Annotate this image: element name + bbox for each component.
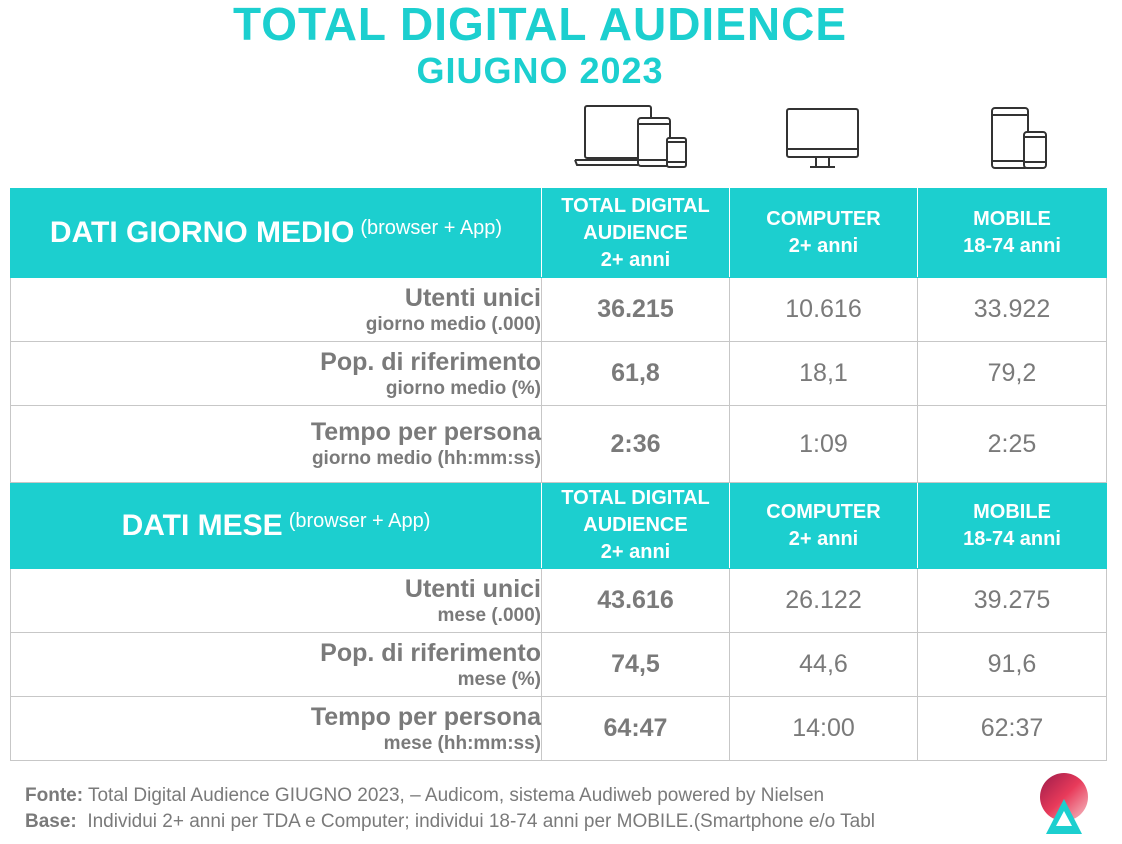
- tda-value: 74,5: [541, 632, 730, 697]
- footer-source-text: Total Digital Audience GIUGNO 2023, – Au…: [87, 785, 825, 806]
- footer-source-label: Fonte:: [25, 785, 84, 806]
- row-label-main: Utenti unici: [404, 574, 541, 603]
- column-header-line: COMPUTER: [766, 208, 881, 230]
- column-header-mobile: MOBILE 18-74 anni: [917, 188, 1107, 278]
- row-label-main: Pop. di riferimento: [320, 638, 541, 667]
- mobile-value: 33.922: [917, 277, 1107, 342]
- tda-value: 64:47: [541, 696, 730, 761]
- section-title-cell: DATI GIORNO MEDIO (browser + App): [10, 188, 542, 278]
- table-row: Tempo per persona mese (hh:mm:ss) 64:47 …: [10, 696, 1107, 761]
- row-label-main: Pop. di riferimento: [320, 347, 541, 376]
- mobile-value: 91,6: [917, 632, 1107, 697]
- tda-value: 2:36: [541, 405, 730, 483]
- table-row: Tempo per persona giorno medio (hh:mm:ss…: [10, 405, 1107, 483]
- computer-value: 18,1: [729, 341, 918, 406]
- section-title: DATI MESE: [121, 508, 283, 542]
- row-label: Tempo per persona mese (hh:mm:ss): [10, 696, 542, 761]
- section-title-cell: DATI MESE (browser + App): [10, 482, 542, 569]
- column-header-line: MOBILE: [973, 500, 1051, 523]
- computer-monitor-icon: [786, 108, 859, 168]
- table-row: Pop. di riferimento giorno medio (%) 61,…: [10, 341, 1107, 406]
- column-header-line: 18-74 anni: [963, 235, 1061, 257]
- row-label: Tempo per persona giorno medio (hh:mm:ss…: [10, 405, 542, 483]
- section-subtitle: (browser + App): [360, 217, 503, 239]
- page-title: TOTAL DIGITAL AUDIENCE: [232, 0, 848, 50]
- table-row: Pop. di riferimento mese (%) 74,5 44,6 9…: [10, 632, 1107, 697]
- row-label: Utenti unici mese (.000): [10, 568, 542, 633]
- row-label-sub: giorno medio (hh:mm:ss): [311, 448, 541, 469]
- row-label: Utenti unici giorno medio (.000): [10, 277, 542, 342]
- column-header-line: COMPUTER: [766, 500, 881, 523]
- section-header-mese: DATI MESE (browser + App) TOTAL DIGITAL A…: [10, 482, 1107, 569]
- column-header-line: MOBILE: [973, 208, 1051, 230]
- footer-base: Base: Individui 2+ anni per TDA e Comput…: [25, 811, 875, 833]
- computer-value: 14:00: [729, 696, 918, 761]
- column-header-line: 2+ anni: [600, 248, 671, 271]
- footer-source: Fonte: Total Digital Audience GIUGNO 202…: [25, 785, 824, 807]
- footer-base-label: Base:: [25, 811, 77, 832]
- table-row: Utenti unici mese (.000) 43.616 26.122 3…: [10, 568, 1107, 633]
- tablet-smartphone-icon: [991, 107, 1047, 169]
- column-header-line: AUDIENCE: [583, 514, 688, 536]
- row-label-main: Tempo per persona: [310, 702, 541, 731]
- column-header-line: TOTAL DIGITAL: [561, 194, 710, 217]
- audiweb-logo: [1040, 773, 1088, 834]
- row-label-main: Tempo per persona: [310, 418, 541, 446]
- column-header-tda: TOTAL DIGITAL AUDIENCE 2+ anni: [541, 482, 730, 569]
- column-header-tda: TOTAL DIGITAL AUDIENCE 2+ anni: [541, 188, 730, 278]
- column-header-mobile: MOBILE 18-74 anni: [917, 482, 1107, 569]
- row-label-main: Utenti unici: [404, 283, 541, 312]
- row-label-sub: mese (.000): [437, 604, 541, 626]
- row-label-sub: mese (hh:mm:ss): [383, 732, 541, 754]
- tda-value: 36.215: [541, 277, 730, 342]
- computer-value: 26.122: [729, 568, 918, 633]
- section-title: DATI GIORNO MEDIO: [49, 216, 355, 249]
- column-header-line: 18-74 anni: [963, 527, 1061, 550]
- column-header-line: 2+ anni: [788, 235, 859, 257]
- column-header-line: 2+ anni: [600, 541, 671, 563]
- audience-table: DATI GIORNO MEDIO (browser + App) TOTAL D…: [10, 188, 1107, 761]
- mobile-value: 62:37: [917, 696, 1107, 761]
- section-header-giorno-medio: DATI GIORNO MEDIO (browser + App) TOTAL D…: [10, 188, 1107, 278]
- page-subtitle: GIUGNO 2023: [416, 50, 664, 91]
- column-header-computer: COMPUTER 2+ anni: [729, 188, 918, 278]
- row-label: Pop. di riferimento mese (%): [10, 632, 542, 697]
- all-devices-icon: [574, 105, 687, 168]
- tda-value: 43.616: [541, 568, 730, 633]
- row-label-sub: giorno medio (.000): [365, 313, 541, 335]
- mobile-value: 2:25: [917, 405, 1107, 483]
- tda-value: 61,8: [541, 341, 730, 406]
- row-label-sub: giorno medio (%): [385, 377, 541, 399]
- section-subtitle: (browser + App): [288, 509, 431, 532]
- computer-value: 44,6: [729, 632, 918, 697]
- row-label-sub: mese (%): [457, 668, 541, 690]
- mobile-value: 79,2: [917, 341, 1107, 406]
- mobile-value: 39.275: [917, 568, 1107, 633]
- row-label: Pop. di riferimento giorno medio (%): [10, 341, 542, 406]
- table-row: Utenti unici giorno medio (.000) 36.215 …: [10, 277, 1107, 342]
- column-header-line: AUDIENCE: [583, 221, 688, 244]
- column-header-line: 2+ anni: [788, 527, 859, 550]
- computer-value: 1:09: [729, 405, 918, 483]
- footer-base-text: Individui 2+ anni per TDA e Computer; in…: [87, 811, 876, 832]
- column-header-line: TOTAL DIGITAL: [561, 487, 710, 509]
- computer-value: 10.616: [729, 277, 918, 342]
- column-header-computer: COMPUTER 2+ anni: [729, 482, 918, 569]
